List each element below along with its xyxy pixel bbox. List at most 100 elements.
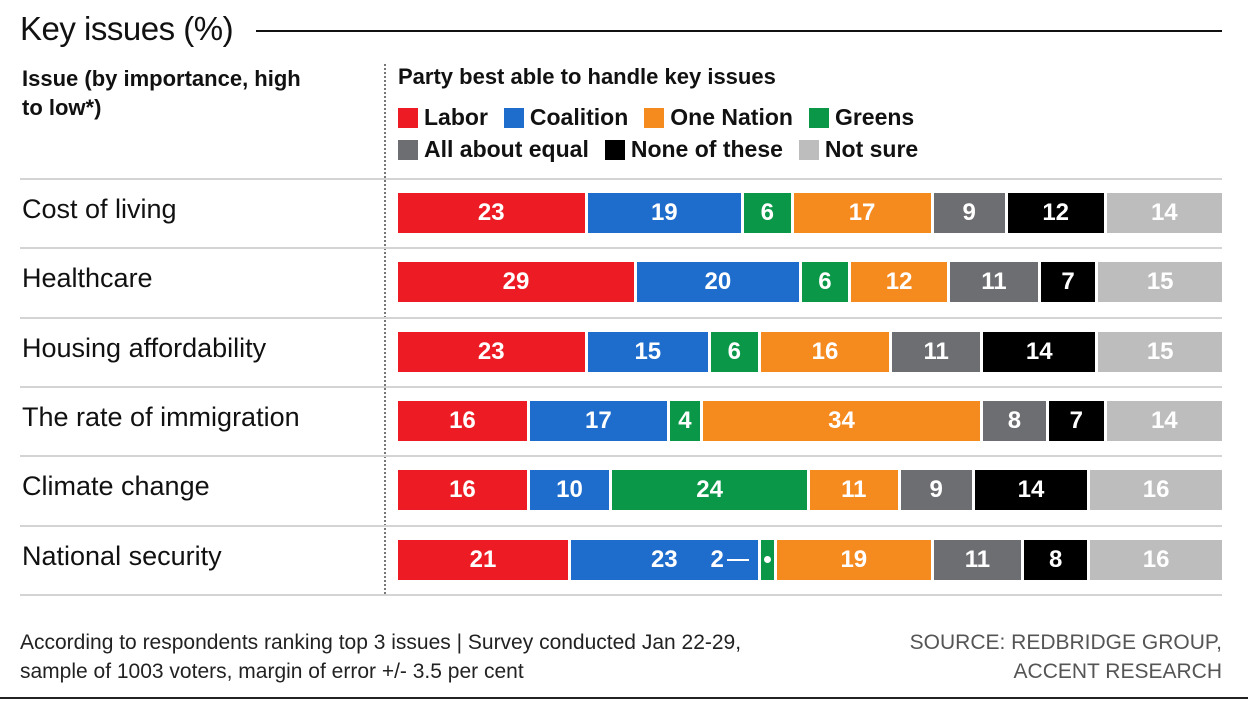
row-label: Climate change <box>22 471 210 502</box>
bar-segment-one-nation: 11 <box>810 470 898 511</box>
bar-segment-greens: 6 <box>801 262 849 303</box>
bar-segment-coalition: 17 <box>529 400 667 441</box>
bar-segment-not-sure: 15 <box>1098 262 1222 303</box>
legend-swatch <box>398 139 418 160</box>
legend-label: All about equal <box>424 136 589 162</box>
chart-title: Key issues (%) <box>20 10 234 47</box>
bottom-rule <box>0 697 1248 699</box>
row-divider <box>20 247 1222 250</box>
stacked-bar: 16 17 4 34 8 7 14 <box>398 400 1222 441</box>
legend-item: Greens <box>808 104 915 131</box>
leader-dot <box>763 556 771 563</box>
bar-segment-all-about-equal: 11 <box>950 262 1038 303</box>
legend-swatch <box>398 107 418 128</box>
bar-segment-all-about-equal: 11 <box>892 331 981 372</box>
bar-segment-all-about-equal: 8 <box>983 400 1046 441</box>
row-label: Healthcare <box>22 263 153 294</box>
bar-segment-coalition: 19 <box>587 193 742 233</box>
bar-segment-all-about-equal: 9 <box>900 470 972 511</box>
legend-item: Not sure <box>798 136 919 163</box>
bar-segment-none-of-these: 8 <box>1024 539 1088 580</box>
bar-segment-labor: 23 <box>398 331 585 372</box>
row-divider <box>20 455 1222 458</box>
bar-segment-one-nation: 16 <box>760 331 890 372</box>
title-rule <box>256 30 1222 32</box>
legend-swatch <box>798 139 819 160</box>
legend-item: None of these <box>604 136 783 163</box>
bar-segment-labor: 16 <box>398 470 527 511</box>
footnote-line: According to respondents ranking top 3 i… <box>20 631 742 654</box>
row-label: Cost of living <box>22 194 177 224</box>
footnote: According to respondents ranking top 3 i… <box>20 628 741 686</box>
legend-title: Party best able to handle key issues <box>398 64 776 89</box>
stacked-bar: 23 15 6 16 11 14 15 <box>398 331 1222 372</box>
stacked-bar: 16 10 24 11 9 14 16 <box>398 470 1222 511</box>
data-label: 2 <box>711 540 749 580</box>
bar-segment-not-sure: 14 <box>1106 400 1222 441</box>
bar-segment-greens: 4 <box>669 400 700 441</box>
legend-swatch <box>644 107 665 128</box>
bar-segment-labor: 21 <box>398 539 569 580</box>
row-divider <box>20 316 1222 319</box>
bar-segment-greens: 6 <box>711 331 758 372</box>
legend-item: One Nation <box>644 104 793 131</box>
footnote-line: sample of 1003 voters, margin of error +… <box>20 660 524 683</box>
bar-segment-all-about-equal: 11 <box>933 539 1022 580</box>
row-divider <box>20 385 1222 388</box>
legend-swatch <box>808 107 829 128</box>
bar-segment-none-of-these: 14 <box>974 470 1088 511</box>
bar-segment-none-of-these: 14 <box>983 331 1096 372</box>
bar-segment-one-nation: 19 <box>777 539 931 580</box>
source-line: ACCENT RESEARCH <box>1013 660 1222 683</box>
bar-segment-none-of-these: 7 <box>1040 262 1096 303</box>
bar-segment-coalition: 23 <box>571 539 758 580</box>
legend-label: Labor <box>424 104 488 130</box>
bar-segment-greens: 24 <box>612 470 807 511</box>
bar-segment-not-sure: 14 <box>1106 193 1222 233</box>
bar-segment-not-sure: 16 <box>1090 539 1222 580</box>
bar-segment-coalition: 10 <box>529 470 610 511</box>
row-header: Issue (by importance, high to low*) <box>22 66 301 120</box>
bar-segment-coalition: 20 <box>636 262 799 303</box>
bar-segment-labor: 23 <box>398 193 585 233</box>
row-label: Housing affordability <box>22 332 267 363</box>
legend-label: Coalition <box>529 104 629 130</box>
bar-segment-labor: 16 <box>398 400 527 441</box>
stacked-bar: 29 20 6 12 11 7 15 <box>398 262 1222 303</box>
bar-segment-greens: 6 <box>744 193 791 233</box>
divider <box>384 64 386 594</box>
bar-segment-none-of-these: 12 <box>1007 193 1104 233</box>
legend-row: Labor Coalition One Nation Greens <box>398 104 914 131</box>
row-divider <box>20 593 1222 596</box>
source: SOURCE: REDBRIDGE GROUP, ACCENT RESEARCH <box>910 628 1222 686</box>
bar-segment-one-nation: 17 <box>793 193 931 233</box>
legend-label: One Nation <box>670 104 793 130</box>
bar-segment-one-nation: 34 <box>702 400 981 441</box>
stacked-bar: 23 19 6 17 9 12 14 <box>398 193 1222 233</box>
legend-label: Not sure <box>824 136 919 162</box>
legend-label: None of these <box>630 136 783 162</box>
legend-row: All about equal None of these Not sure <box>398 136 918 163</box>
row-label: National security <box>22 540 222 571</box>
bar-segment-none-of-these: 7 <box>1048 400 1104 441</box>
row-divider <box>20 524 1222 527</box>
legend-item: Coalition <box>503 104 629 131</box>
bar-segment-greens <box>760 539 775 580</box>
bar-segment-not-sure: 15 <box>1098 331 1222 372</box>
bar-segment-all-about-equal: 9 <box>933 193 1005 233</box>
legend-swatch <box>503 107 524 128</box>
legend-label: Greens <box>834 104 915 130</box>
bar-segment-coalition: 15 <box>587 331 709 372</box>
source-line: SOURCE: REDBRIDGE GROUP, <box>909 631 1222 654</box>
legend-item: All about equal <box>398 136 589 163</box>
legend-item: Labor <box>398 104 488 131</box>
bar-segment-labor: 29 <box>398 262 634 303</box>
legend-swatch <box>604 139 625 160</box>
leader-line <box>726 558 749 561</box>
stacked-bar: 21 23 2 19 11 8 16 <box>398 539 1222 580</box>
data-label-text: 2 <box>710 545 724 573</box>
bar-segment-not-sure: 16 <box>1090 470 1222 511</box>
bar-segment-one-nation: 12 <box>851 262 948 303</box>
row-divider <box>20 178 1222 180</box>
